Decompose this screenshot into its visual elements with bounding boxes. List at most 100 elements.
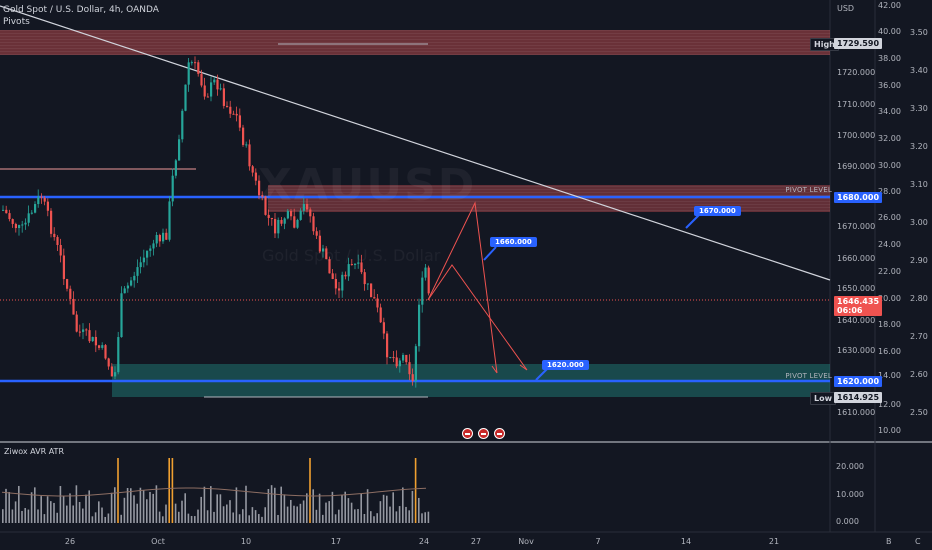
candle[interactable] <box>91 336 94 342</box>
candle[interactable] <box>152 243 155 249</box>
candle[interactable] <box>94 336 97 346</box>
candle[interactable] <box>309 209 312 217</box>
candle[interactable] <box>229 106 232 114</box>
symbol-title[interactable]: Gold Spot / U.S. Dollar, 4h, OANDA <box>3 5 159 15</box>
candle[interactable] <box>418 304 421 347</box>
candle[interactable] <box>261 195 264 197</box>
candle[interactable] <box>366 283 369 285</box>
candle[interactable] <box>24 222 27 225</box>
us-flag-event-icon[interactable] <box>478 428 489 439</box>
candle[interactable] <box>78 331 81 333</box>
candle[interactable] <box>235 113 238 116</box>
candle[interactable] <box>270 217 273 220</box>
candle[interactable] <box>171 175 174 202</box>
candle[interactable] <box>187 62 190 85</box>
candle[interactable] <box>190 62 193 64</box>
candle[interactable] <box>146 250 149 258</box>
candle[interactable] <box>66 279 69 289</box>
candle[interactable] <box>376 298 379 308</box>
scale-button-b[interactable]: B <box>886 537 892 546</box>
candle[interactable] <box>82 329 85 332</box>
candle[interactable] <box>219 88 222 90</box>
candle[interactable] <box>200 73 203 86</box>
candle[interactable] <box>277 219 280 234</box>
candle[interactable] <box>382 322 385 334</box>
candle[interactable] <box>338 288 341 291</box>
candle[interactable] <box>181 110 184 140</box>
candle[interactable] <box>85 329 88 331</box>
candle[interactable] <box>334 279 337 289</box>
candle[interactable] <box>238 115 241 128</box>
candle[interactable] <box>126 285 129 289</box>
candle[interactable] <box>254 172 257 181</box>
candle[interactable] <box>389 357 392 359</box>
candle[interactable] <box>411 374 414 382</box>
candle[interactable] <box>398 360 401 367</box>
candle[interactable] <box>56 237 59 245</box>
candle[interactable] <box>162 232 165 242</box>
candle[interactable] <box>312 216 315 232</box>
candle[interactable] <box>88 330 91 342</box>
candle[interactable] <box>341 274 344 291</box>
candle[interactable] <box>267 214 270 218</box>
candle[interactable] <box>222 88 225 106</box>
candle[interactable] <box>424 267 427 278</box>
candle[interactable] <box>248 144 251 167</box>
candle[interactable] <box>139 262 142 268</box>
candle[interactable] <box>296 219 299 228</box>
candle[interactable] <box>46 201 49 211</box>
candle[interactable] <box>168 201 171 240</box>
candle[interactable] <box>50 210 53 234</box>
candle[interactable] <box>62 255 65 280</box>
target-label-1[interactable]: 1670.000 <box>694 206 741 216</box>
candle[interactable] <box>72 298 75 315</box>
candle[interactable] <box>37 196 40 205</box>
candle[interactable] <box>101 345 104 348</box>
candle[interactable] <box>123 288 126 294</box>
candle[interactable] <box>2 209 5 211</box>
candle[interactable] <box>11 219 14 224</box>
candle[interactable] <box>114 372 117 377</box>
candle[interactable] <box>322 248 325 252</box>
candle[interactable] <box>98 345 101 348</box>
candle[interactable] <box>107 358 110 367</box>
candle[interactable] <box>30 212 33 214</box>
candle[interactable] <box>8 213 11 220</box>
candle[interactable] <box>117 337 120 373</box>
candle[interactable] <box>242 127 245 145</box>
candle[interactable] <box>155 234 158 244</box>
candle[interactable] <box>421 277 424 305</box>
candle[interactable] <box>158 234 161 242</box>
candle[interactable] <box>363 272 366 285</box>
candle[interactable] <box>386 333 389 358</box>
candle[interactable] <box>427 267 430 294</box>
candle[interactable] <box>325 248 328 260</box>
candle[interactable] <box>274 219 277 234</box>
candle[interactable] <box>408 362 411 375</box>
candle[interactable] <box>405 354 408 363</box>
candle[interactable] <box>174 160 177 176</box>
candle[interactable] <box>197 62 200 74</box>
indicator-name[interactable]: Pivots <box>3 17 30 27</box>
candle[interactable] <box>184 84 187 111</box>
candle[interactable] <box>110 366 113 377</box>
candle[interactable] <box>133 275 136 281</box>
candle[interactable] <box>392 357 395 359</box>
candle[interactable] <box>354 263 357 265</box>
candle[interactable] <box>136 267 139 276</box>
target-label-3[interactable]: 1620.000 <box>542 360 589 370</box>
candle[interactable] <box>216 79 219 90</box>
candle[interactable] <box>226 105 229 107</box>
candle[interactable] <box>5 209 8 214</box>
candle[interactable] <box>286 210 289 219</box>
candle[interactable] <box>293 216 296 228</box>
candle[interactable] <box>360 262 363 273</box>
candle[interactable] <box>264 196 267 215</box>
candle[interactable] <box>53 233 56 238</box>
candle[interactable] <box>232 113 235 115</box>
candle[interactable] <box>306 203 309 210</box>
candle[interactable] <box>379 307 382 323</box>
candle[interactable] <box>21 224 24 226</box>
candle[interactable] <box>350 264 353 266</box>
